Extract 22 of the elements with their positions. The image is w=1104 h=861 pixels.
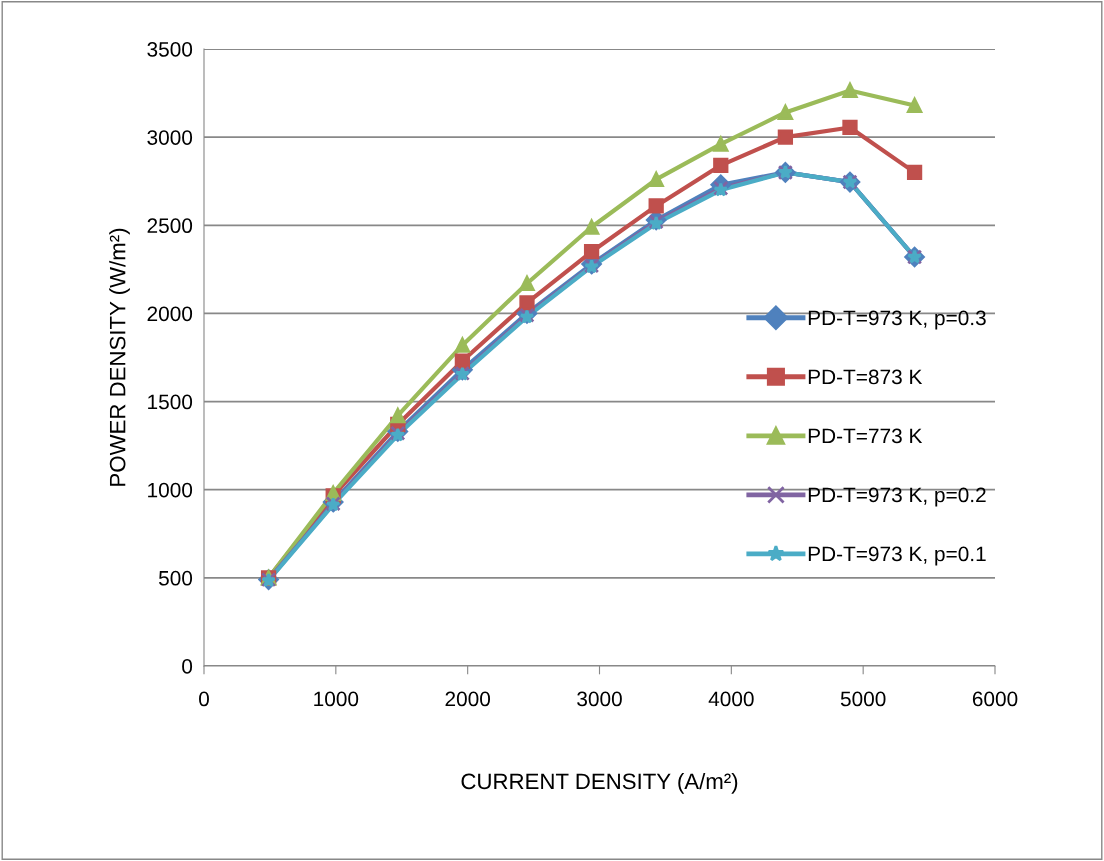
- x-tick-label: 1000: [314, 691, 359, 707]
- y-tick-label: 0: [182, 659, 193, 674]
- x-axis-title: CURRENT DENSITY (A/m²): [461, 772, 738, 794]
- x-tick-label: 0: [199, 691, 209, 707]
- x-tick-label: 4000: [708, 691, 754, 707]
- x-tick-label: 3000: [577, 691, 622, 707]
- x-tick-label: 5000: [840, 691, 886, 707]
- y-tick-label: 1500: [148, 394, 193, 410]
- y-tick-label: 2500: [147, 218, 193, 234]
- y-tick-label: 3500: [147, 42, 193, 57]
- legend-label: PD-T=773 K: [808, 428, 923, 444]
- y-tick-label: 500: [158, 570, 193, 586]
- legend-label: PD-T=873 K: [808, 369, 923, 385]
- legend-label: PD-T=973 K, p=0.2: [808, 487, 986, 507]
- y-tick-label: 2000: [147, 306, 193, 322]
- x-tick-label: 2000: [445, 691, 491, 707]
- y-axis-title: POWER DENSITY (W/m²): [109, 228, 130, 486]
- x-tick-label: 6000: [972, 691, 1018, 707]
- y-tick-label: 1000: [148, 482, 193, 498]
- y-tick-label: 3000: [147, 130, 193, 145]
- legend-label: PD-T=973 K, p=0.1: [808, 546, 986, 566]
- legend-label: PD-T=973 K, p=0.3: [808, 310, 986, 330]
